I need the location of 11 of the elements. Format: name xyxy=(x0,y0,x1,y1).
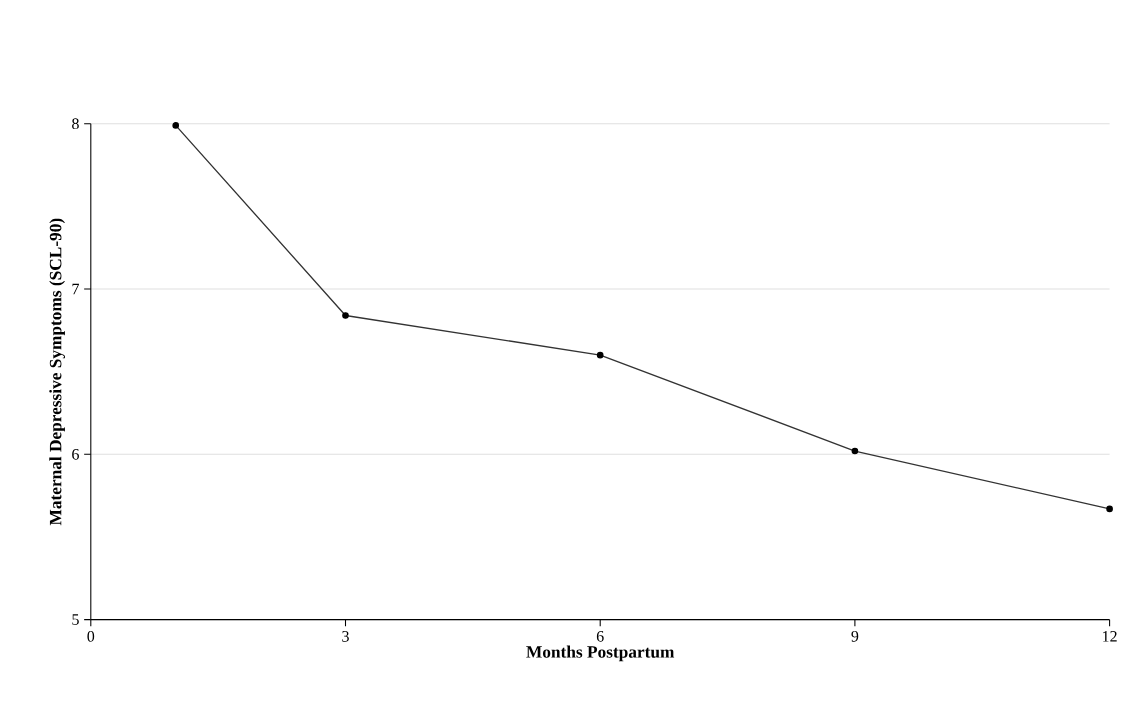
y-tick-label: 8 xyxy=(72,118,79,129)
x-tick-label: 3 xyxy=(342,630,349,642)
x-axis-title: Months Postpartum xyxy=(526,645,675,662)
y-tick-label: 5 xyxy=(72,614,79,625)
y-tick-label: 7 xyxy=(72,283,79,295)
x-tick-label: 0 xyxy=(87,630,95,642)
x-tick-label: 12 xyxy=(1103,630,1117,642)
x-tick-label: 9 xyxy=(851,630,859,642)
y-tick-label: 6 xyxy=(72,448,79,460)
x-tick-label: 6 xyxy=(596,630,604,642)
y-axis-title: Maternal Depressive Symptoms (SCL-90) xyxy=(49,218,65,525)
